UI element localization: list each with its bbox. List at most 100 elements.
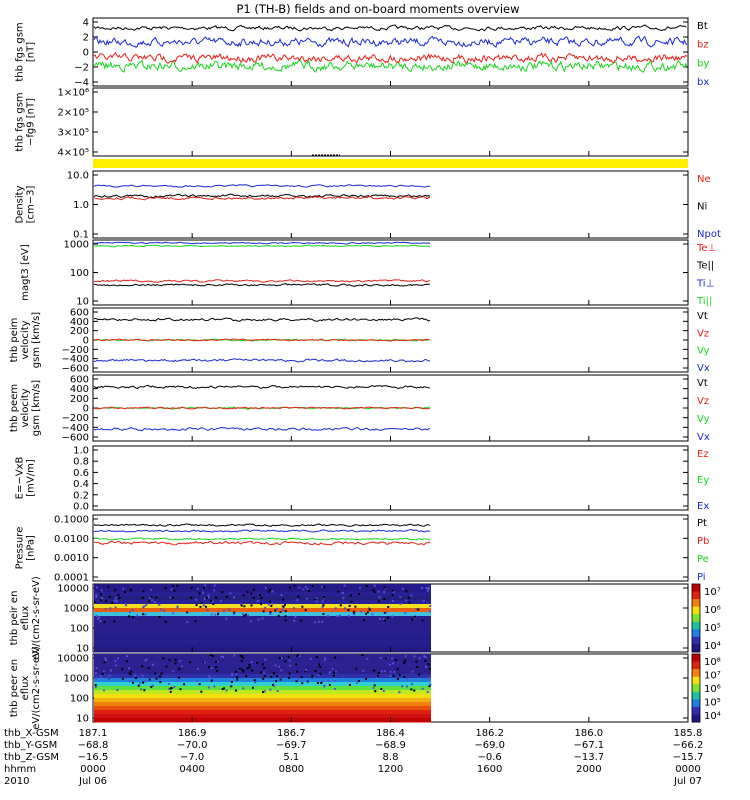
- panel-8: 0.1000 0.0100 0.0010 0.0001 Pressure[nPa] Pt P…: [15, 514, 709, 584]
- panel-frame: [92, 239, 689, 306]
- colorbar-segment: [692, 584, 700, 593]
- y-tick-label: 0.2: [73, 490, 89, 501]
- spectrogram-band: [94, 670, 431, 675]
- series-ti-perp: [93, 241, 431, 245]
- x-axis-value: −69.7: [276, 740, 307, 751]
- x-axis-value: 185.8: [673, 728, 703, 739]
- y-tick-label: 0.4: [73, 479, 89, 490]
- y-tick-label: 2×10⁵: [58, 108, 89, 119]
- x-axis-row-label: thb_X-GSM: [4, 728, 59, 739]
- colorbar-segment: [692, 599, 700, 608]
- spectrogram: [94, 654, 432, 723]
- legend-entry: Pt: [697, 518, 707, 529]
- x-axis-value: −15.7: [672, 752, 704, 763]
- spectrogram-band: [94, 608, 431, 613]
- spectrogram-band: [94, 678, 431, 683]
- colorbar-segment: [692, 644, 700, 653]
- colorbar-tick-label: 10⁴: [704, 711, 721, 722]
- series-vt: [93, 317, 431, 322]
- spectrogram-band: [94, 682, 431, 687]
- series-vz: [93, 338, 431, 342]
- x-axis-value: 187.1: [78, 728, 108, 739]
- colorbar-segment: [692, 629, 700, 638]
- x-axis-value: −68.8: [77, 740, 109, 751]
- colorbar-segment: [692, 621, 700, 630]
- y-tick-label: 0.0010: [54, 553, 89, 564]
- y-tick-label: 0.1: [73, 230, 89, 241]
- y-tick-label: 10: [76, 714, 89, 725]
- spectrogram-band: [94, 702, 431, 707]
- colorbar-segment: [692, 699, 700, 708]
- x-axis-value: Jul 06: [79, 776, 107, 787]
- colorbar-tick-label: 10⁴: [704, 641, 721, 652]
- series-te-perp: [93, 279, 431, 283]
- colorbar-segment: [692, 661, 700, 670]
- y-tick-label: −200: [62, 413, 89, 424]
- panel-4: 1000 100 10 magt3 [eV] Te⊥ Te|| Ti⊥ Ti||: [20, 239, 716, 308]
- series-bt: [93, 24, 687, 32]
- spectrogram-band: [94, 666, 431, 671]
- spectrogram-band: [94, 632, 431, 637]
- y-tick-label: 3×10⁵: [58, 128, 89, 139]
- y-tick-label: 100: [70, 694, 89, 705]
- spectrogram-band: [94, 658, 431, 663]
- y-tick-label: −2: [74, 63, 89, 74]
- colorbar-segment: [692, 654, 700, 663]
- colorbar-segment: [692, 684, 700, 693]
- x-axis-value: −66.2: [672, 740, 704, 751]
- legend-entry: bz: [697, 40, 709, 51]
- legend-entry: Vx: [697, 363, 710, 374]
- y-tick-label: 1000: [64, 604, 89, 615]
- panel-frame: [92, 170, 689, 239]
- panel-10: 10000 1000 100 10 thb peer enefluxeV/(cm2-s-…: [9, 646, 721, 730]
- colorbar-segment: [692, 614, 700, 623]
- legend-entry: Ti⊥: [696, 278, 714, 289]
- spectrogram-band: [94, 698, 431, 703]
- x-axis-row-label: 2010: [4, 776, 30, 787]
- y-tick-label: −200: [62, 345, 89, 356]
- colorbar-segment: [692, 669, 700, 678]
- x-axis-value: 186.7: [277, 728, 306, 739]
- legend-entry: Vy: [697, 414, 710, 425]
- y-axis-label: magt3 [eV]: [20, 244, 31, 301]
- y-tick-label: −600: [62, 433, 89, 444]
- x-axis-value: −7.0: [180, 752, 205, 763]
- y-tick-label: 10000: [57, 654, 89, 665]
- y-axis-label: thb peimvelocitygsm [km/s]: [9, 312, 42, 368]
- legend-entry: Pe: [697, 554, 709, 565]
- spectrogram-band: [94, 588, 431, 593]
- y-tick-label: 0.1000: [54, 515, 89, 526]
- y-tick-label: −400: [62, 423, 89, 434]
- y-tick-label: 200: [70, 394, 89, 405]
- colorbar-segment: [692, 606, 700, 615]
- chart-title: P1 (TH-B) fields and on-board moments ov…: [236, 2, 519, 16]
- y-tick-label: 0.8: [73, 457, 89, 468]
- y-axis-label: Density[cm−3]: [15, 185, 37, 223]
- legend-entry: Vz: [697, 328, 709, 339]
- series-bz: [93, 51, 688, 64]
- series-ti-par: [93, 244, 431, 248]
- panel-frame: [92, 87, 689, 157]
- y-axis-label: thb peer enefluxeV/(cm2-s-sr-eV): [9, 646, 42, 730]
- colorbar-segment: [692, 676, 700, 685]
- spectrogram-band: [94, 710, 431, 715]
- y-axis-label: thb fgs gsm−fg9 [nT]: [15, 92, 37, 151]
- x-axis-value: 186.2: [475, 728, 504, 739]
- series-npot: [93, 184, 431, 188]
- y-tick-label: 1.0: [73, 446, 89, 457]
- legend-entry: Vy: [697, 346, 710, 357]
- colorbar-segment: [692, 636, 700, 645]
- y-tick-label: 10000: [57, 584, 89, 595]
- panel-1: 4 2 0 −2 −4 thb fgs gsm[nT] Bt bz by bx: [15, 17, 709, 89]
- x-axis-value: 0000: [80, 764, 106, 775]
- y-tick-label: 600: [70, 308, 89, 319]
- x-axis-value: 0000: [675, 764, 701, 775]
- y-tick-label: 0: [83, 336, 89, 347]
- colorbar-segment: [692, 714, 700, 723]
- colorbar-tick-label: 10⁶: [704, 684, 721, 695]
- x-axis-value: Jul 07: [674, 776, 702, 787]
- legend-entry: Pi: [697, 572, 706, 583]
- y-tick-label: 100: [70, 268, 89, 279]
